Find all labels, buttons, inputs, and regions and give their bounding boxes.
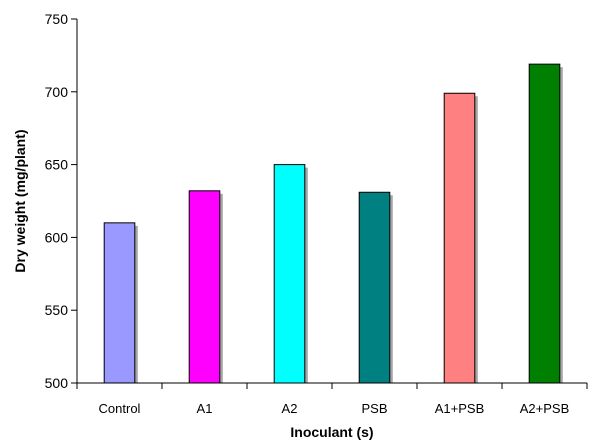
bar-a1-psb xyxy=(443,92,476,384)
bar-control xyxy=(103,222,136,384)
y-tick-label: 500 xyxy=(45,375,69,391)
bar-psb xyxy=(358,191,391,384)
y-tick-label: 700 xyxy=(45,84,69,100)
x-category-label: A1+PSB xyxy=(435,401,485,416)
bar-a2 xyxy=(273,164,306,384)
y-tick-label: 650 xyxy=(45,157,69,173)
y-tick-label: 550 xyxy=(45,302,69,318)
x-category-label: A2+PSB xyxy=(520,401,570,416)
x-category-label: A1 xyxy=(197,401,213,416)
x-category-label: Control xyxy=(99,401,141,416)
y-ticks-layer: 500 550 600 650 700 750 xyxy=(45,11,77,391)
bars-layer xyxy=(103,63,563,384)
x-ticks-layer: Control A1 A2 PSB A1+PSB A2+PSB xyxy=(76,383,588,416)
x-category-label: A2 xyxy=(282,401,298,416)
y-axis-title: Dry weight (mg/plant) xyxy=(12,129,28,272)
bar-a2-psb xyxy=(528,63,561,384)
x-axis-title: Inoculant (s) xyxy=(290,424,373,440)
bar-a1 xyxy=(188,190,221,384)
y-tick-label: 750 xyxy=(45,11,69,27)
y-tick-label: 600 xyxy=(45,229,69,245)
x-category-label: PSB xyxy=(361,401,387,416)
